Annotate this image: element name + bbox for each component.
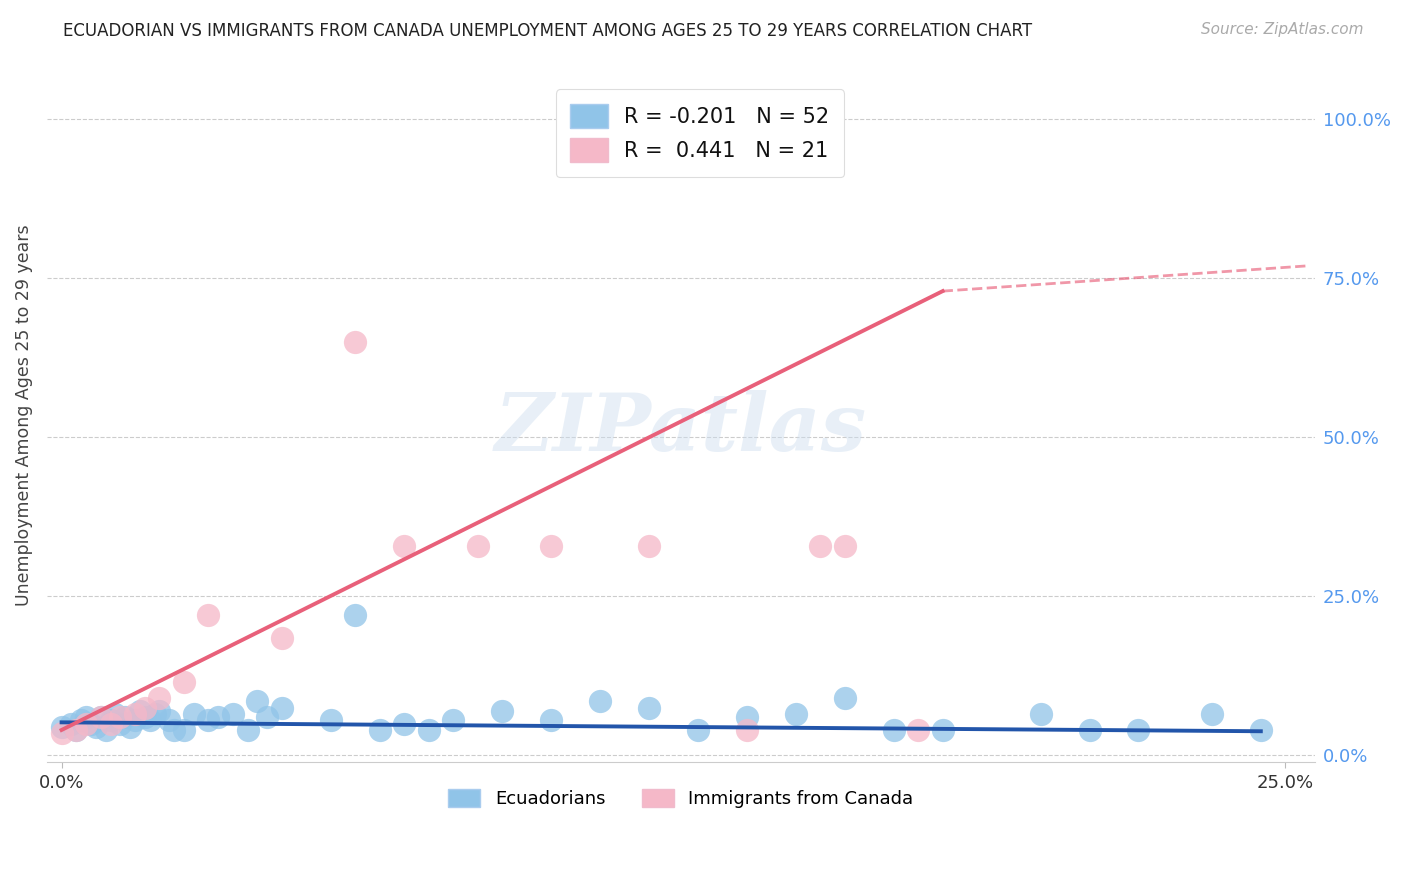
- Point: [834, 539, 856, 553]
- Point: [344, 334, 367, 349]
- Y-axis label: Unemployment Among Ages 25 to 29 years: Unemployment Among Ages 25 to 29 years: [15, 224, 32, 606]
- Point: [207, 710, 229, 724]
- Point: [60, 716, 83, 731]
- Point: [110, 710, 132, 724]
- Point: [75, 716, 97, 731]
- Point: [75, 710, 97, 724]
- Point: [256, 710, 278, 724]
- Point: [236, 723, 259, 737]
- Point: [100, 714, 122, 728]
- Point: [114, 710, 136, 724]
- Point: [148, 704, 170, 718]
- Point: [110, 716, 132, 731]
- Point: [883, 723, 905, 737]
- Point: [368, 723, 391, 737]
- Point: [907, 723, 929, 737]
- Point: [589, 694, 612, 708]
- Point: [785, 707, 807, 722]
- Point: [134, 710, 156, 724]
- Point: [138, 714, 160, 728]
- Text: Source: ZipAtlas.com: Source: ZipAtlas.com: [1201, 22, 1364, 37]
- Point: [173, 675, 195, 690]
- Point: [491, 704, 513, 718]
- Point: [70, 714, 93, 728]
- Point: [467, 539, 489, 553]
- Point: [124, 707, 146, 722]
- Point: [392, 716, 415, 731]
- Point: [735, 723, 758, 737]
- Point: [1078, 723, 1101, 737]
- Point: [104, 707, 127, 722]
- Legend: Ecuadorians, Immigrants from Canada: Ecuadorians, Immigrants from Canada: [440, 781, 921, 815]
- Point: [128, 704, 150, 718]
- Text: ECUADORIAN VS IMMIGRANTS FROM CANADA UNEMPLOYMENT AMONG AGES 25 TO 29 YEARS CORR: ECUADORIAN VS IMMIGRANTS FROM CANADA UNE…: [63, 22, 1032, 40]
- Point: [735, 710, 758, 724]
- Point: [51, 726, 73, 740]
- Point: [65, 723, 87, 737]
- Point: [84, 720, 107, 734]
- Point: [418, 723, 440, 737]
- Point: [540, 539, 562, 553]
- Point: [392, 539, 415, 553]
- Point: [270, 631, 292, 645]
- Point: [197, 714, 219, 728]
- Point: [124, 714, 146, 728]
- Point: [80, 716, 103, 731]
- Point: [540, 714, 562, 728]
- Point: [686, 723, 709, 737]
- Point: [808, 539, 831, 553]
- Point: [148, 691, 170, 706]
- Point: [344, 608, 367, 623]
- Point: [222, 707, 245, 722]
- Point: [183, 707, 205, 722]
- Point: [246, 694, 269, 708]
- Point: [931, 723, 953, 737]
- Point: [1029, 707, 1052, 722]
- Point: [94, 723, 117, 737]
- Point: [1128, 723, 1150, 737]
- Point: [1201, 707, 1223, 722]
- Point: [143, 707, 166, 722]
- Point: [173, 723, 195, 737]
- Point: [441, 714, 464, 728]
- Point: [319, 714, 342, 728]
- Point: [1250, 723, 1272, 737]
- Point: [134, 700, 156, 714]
- Point: [100, 716, 122, 731]
- Point: [90, 710, 112, 724]
- Point: [270, 700, 292, 714]
- Point: [90, 710, 112, 724]
- Point: [157, 714, 180, 728]
- Point: [163, 723, 186, 737]
- Point: [638, 539, 661, 553]
- Point: [65, 723, 87, 737]
- Point: [197, 608, 219, 623]
- Text: ZIPatlas: ZIPatlas: [495, 391, 868, 467]
- Point: [120, 720, 142, 734]
- Point: [51, 720, 73, 734]
- Point: [638, 700, 661, 714]
- Point: [834, 691, 856, 706]
